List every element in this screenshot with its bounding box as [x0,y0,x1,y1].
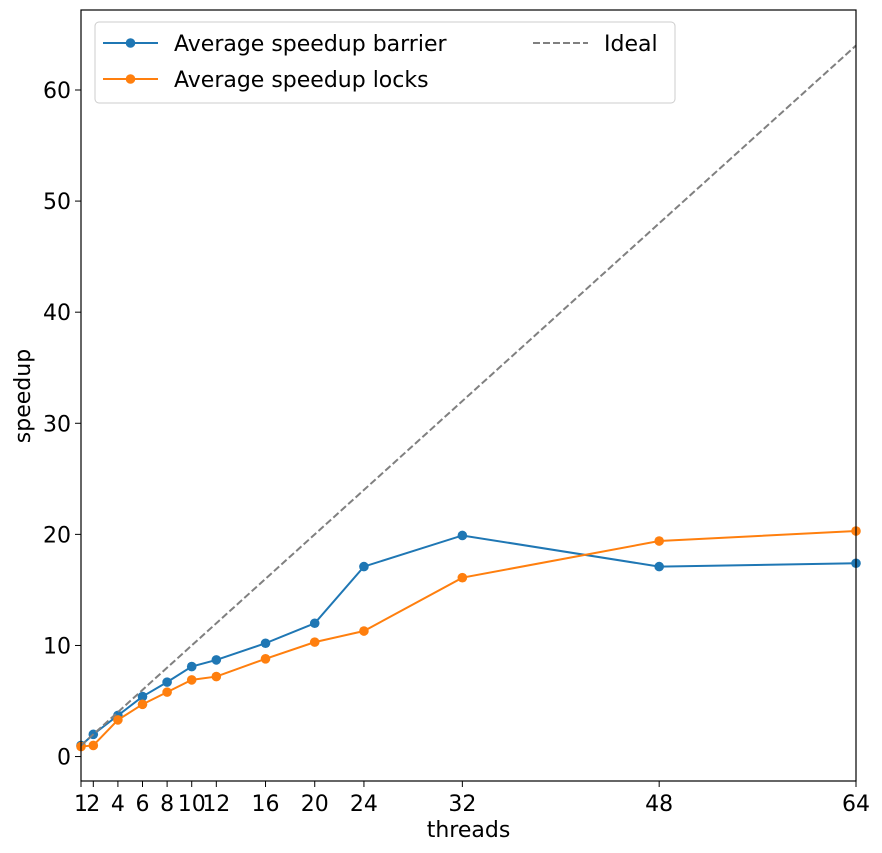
data-point [211,671,222,682]
series-2 [80,44,857,747]
data-point [137,699,148,710]
data-point [359,561,369,572]
data-point [137,691,148,702]
x-tick-label: 1 [74,792,88,817]
series-0 [76,530,861,751]
legend-marker [125,74,136,84]
data-point [457,572,468,583]
data-point [309,637,320,647]
x-tick-label: 20 [301,792,329,817]
y-tick-label: 0 [57,746,71,771]
x-tick-label: 8 [160,792,174,817]
x-tick-label: 32 [448,792,476,817]
series-line-2 [80,44,857,747]
legend-label: Average speedup locks [174,68,429,93]
x-tick-label: 24 [350,792,378,817]
data-point [162,677,172,687]
series-1 [76,526,861,752]
legend-label: Ideal [604,32,658,57]
x-tick-label: 2 [86,792,100,817]
series-layer [76,44,861,752]
data-point [654,561,664,572]
data-point [113,715,123,725]
legend-item: Ideal [533,32,658,57]
x-tick-label: 48 [645,792,673,817]
legend: Average speedup barrier Average speedup l… [94,21,676,104]
data-point [88,740,99,751]
y-axis-label: speedup [11,349,36,443]
data-point [457,530,468,541]
y-axis-ticks: 0 10 20 30 40 50 60 [43,79,81,771]
y-tick-label: 40 [43,301,71,326]
x-axis-label: threads [427,818,511,843]
legend-marker [125,38,136,48]
x-tick-label: 12 [202,792,230,817]
data-point [260,638,271,649]
legend-item: Average speedup barrier [103,32,447,57]
data-point [186,661,197,672]
data-point [359,626,369,636]
legend-item: Average speedup locks [103,68,429,93]
series-line-1 [80,530,857,748]
data-point [260,653,271,664]
x-tick-label: 6 [136,792,150,817]
x-tick-label: 4 [111,792,125,817]
legend-box [94,21,676,104]
y-tick-label: 60 [43,79,71,104]
x-tick-label: 16 [252,792,280,817]
plot-frame [80,9,857,782]
y-tick-label: 50 [43,190,71,215]
y-tick-label: 30 [43,412,71,437]
legend-label: Average speedup barrier [174,32,447,57]
x-tick-label: 64 [842,792,870,817]
data-point [186,675,197,685]
y-tick-label: 10 [43,634,71,659]
data-point [211,655,222,665]
y-tick-label: 20 [43,523,71,548]
x-tick-label: 10 [178,792,206,817]
data-point [162,687,172,697]
data-point [654,536,664,546]
data-point [309,618,320,629]
